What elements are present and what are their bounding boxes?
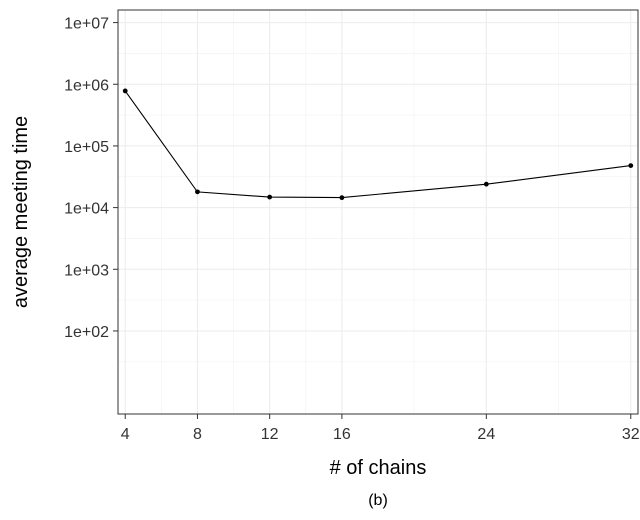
major-gridlines (118, 10, 638, 414)
y-axis-ticks: 1e+02 1e+03 1e+04 1e+05 1e+06 1e+07 (64, 16, 118, 341)
x-tick-label: 16 (333, 426, 351, 443)
x-tick-label: 8 (193, 426, 202, 443)
data-point (122, 88, 128, 94)
plot-panel-border (117, 9, 639, 415)
x-tick-label: 4 (121, 426, 130, 443)
data-point (628, 163, 634, 168)
x-tick-label: 24 (477, 426, 495, 443)
data-point (483, 181, 489, 187)
x-axis-ticks: 4 8 12 16 24 32 (121, 414, 640, 443)
series-line (124, 90, 631, 199)
y-tick-label: 1e+02 (64, 324, 109, 341)
y-tick-label: 1e+03 (64, 262, 109, 279)
data-point (339, 195, 345, 201)
x-tick-label: 12 (261, 426, 279, 443)
y-tick-label: 1e+07 (64, 16, 109, 33)
y-axis-title: average meeting time (10, 116, 32, 308)
minor-gridlines (118, 10, 638, 414)
x-tick-label: 32 (622, 426, 640, 443)
y-tick-label: 1e+05 (64, 139, 109, 156)
data-point (267, 194, 273, 200)
y-tick-label: 1e+06 (64, 77, 109, 94)
data-point (195, 189, 200, 195)
chart-caption: (b) (368, 492, 388, 509)
series-layer (122, 88, 634, 201)
x-axis-title: # of chains (330, 457, 427, 479)
y-tick-label: 1e+04 (64, 201, 109, 218)
